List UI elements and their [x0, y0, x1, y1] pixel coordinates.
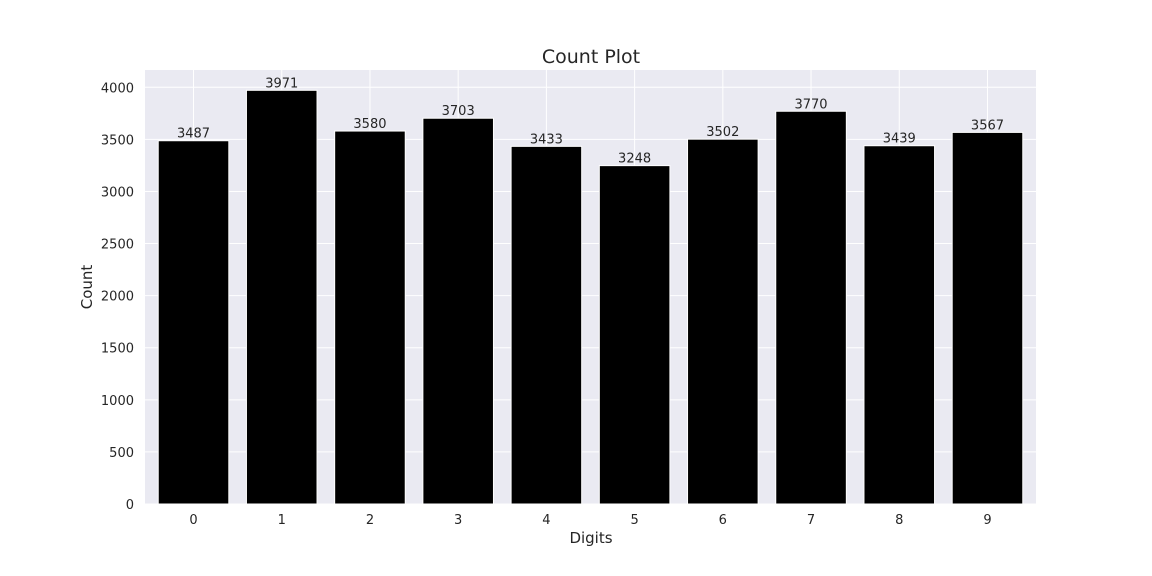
bar-7 — [775, 110, 847, 505]
bar-9 — [951, 131, 1024, 505]
data-labels: 3487 3971 3580 3703 3433 3248 3502 3770 3439 3567 — [177, 76, 1004, 166]
y-tick-label: 4000 — [101, 81, 134, 96]
x-tick-label-5: 5 — [630, 513, 638, 528]
x-tick-label-7: 7 — [807, 513, 815, 528]
bar-5 — [598, 165, 671, 505]
x-tick-label-9: 9 — [983, 513, 991, 528]
chart-title: Count Plot — [542, 46, 640, 68]
data-label-9: 3567 — [971, 118, 1004, 133]
data-label-3: 3703 — [442, 104, 475, 119]
data-label-2: 3580 — [353, 117, 386, 132]
bar-1 — [245, 89, 318, 505]
bar-2 — [334, 130, 406, 505]
y-tick-label: 1500 — [101, 342, 134, 357]
data-label-4: 3433 — [530, 132, 563, 147]
data-label-5: 3248 — [618, 152, 651, 167]
bar-6 — [687, 138, 759, 505]
x-tick-label-0: 0 — [189, 513, 197, 528]
x-axis-label: Digits — [569, 529, 612, 547]
y-tick-labels: 0 500 1000 1500 2000 2500 3000 3500 4000 — [101, 81, 134, 513]
y-tick-label: 2000 — [101, 290, 134, 305]
x-tick-label-1: 1 — [278, 513, 286, 528]
data-label-1: 3971 — [265, 76, 298, 91]
y-tick-label: 2500 — [101, 238, 134, 253]
x-tick-label-2: 2 — [366, 513, 374, 528]
bars — [157, 89, 1024, 505]
x-tick-label-8: 8 — [895, 513, 903, 528]
data-label-7: 3770 — [794, 97, 827, 112]
x-tick-label-4: 4 — [542, 513, 550, 528]
y-axis-label: Count — [78, 265, 96, 310]
y-tick-label: 3000 — [101, 185, 134, 200]
bar-8 — [863, 145, 936, 505]
data-label-0: 3487 — [177, 127, 210, 142]
bar-3 — [422, 117, 494, 505]
y-tick-label: 3500 — [101, 133, 134, 148]
bar-4 — [510, 145, 583, 505]
y-tick-label: 0 — [126, 498, 134, 513]
y-tick-label: 500 — [109, 446, 134, 461]
x-tick-label-6: 6 — [719, 513, 727, 528]
x-tick-labels: 0 1 2 3 4 5 6 7 8 9 — [189, 513, 991, 528]
bar-0 — [157, 140, 230, 505]
data-label-6: 3502 — [706, 125, 739, 140]
data-label-8: 3439 — [883, 132, 916, 147]
y-tick-label: 1000 — [101, 394, 134, 409]
x-tick-label-3: 3 — [454, 513, 462, 528]
